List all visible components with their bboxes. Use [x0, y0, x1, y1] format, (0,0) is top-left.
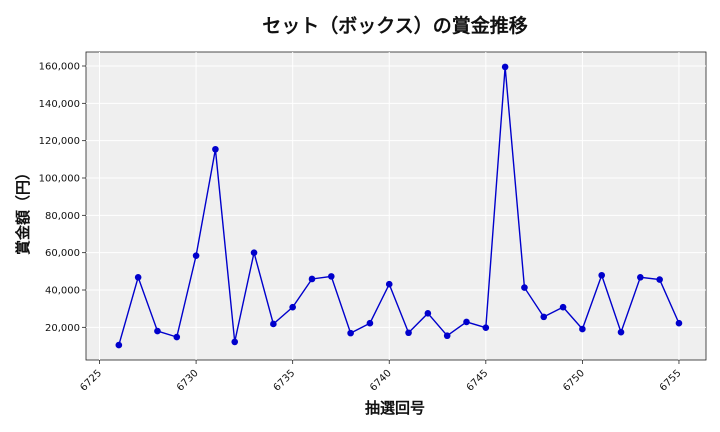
- grid: [86, 52, 706, 360]
- data-point: [405, 329, 412, 337]
- chart-title: セット（ボックス）の賞金推移: [262, 14, 527, 37]
- x-tick-label: 6735: [272, 368, 298, 394]
- x-tick-label: 6725: [78, 368, 104, 394]
- data-point: [675, 319, 683, 327]
- y-tick-label: 40,000: [45, 286, 80, 297]
- data-point: [521, 284, 528, 291]
- data-point: [327, 273, 335, 280]
- data-point: [559, 303, 567, 311]
- x-tick-label: 6745: [465, 368, 491, 394]
- data-point: [231, 338, 239, 346]
- data-point: [250, 249, 258, 256]
- x-axis-label: 抽選回号: [365, 399, 425, 417]
- data-point: [501, 63, 509, 71]
- data-point: [482, 324, 490, 332]
- data-point: [463, 318, 470, 326]
- data-point: [579, 325, 586, 333]
- data-point: [443, 332, 451, 340]
- data-point: [173, 333, 181, 341]
- y-tick-label: 20,000: [45, 323, 80, 334]
- y-axis: 20,000 40,000 60,000 80,000 100,000 120,000 14…: [39, 62, 86, 334]
- y-axis-label: 賞金額（円）: [14, 165, 32, 255]
- x-tick-label: 6740: [368, 368, 394, 394]
- data-point: [637, 274, 644, 281]
- data-point: [134, 274, 142, 281]
- y-tick-label: 60,000: [45, 248, 80, 259]
- data-point: [308, 275, 316, 283]
- data-point: [617, 328, 625, 336]
- x-tick-label: 6750: [561, 368, 587, 394]
- x-tick-label: 6730: [175, 368, 201, 394]
- x-tick-label: 6755: [658, 368, 684, 394]
- data-point: [347, 329, 354, 337]
- y-tick-label: 120,000: [39, 136, 80, 147]
- data-point: [540, 313, 548, 321]
- data-point: [289, 303, 296, 311]
- y-tick-label: 100,000: [39, 174, 80, 185]
- y-tick-label: 80,000: [45, 211, 80, 222]
- plot-area: [85, 51, 707, 361]
- data-point: [598, 271, 606, 279]
- data-point: [212, 145, 219, 153]
- series-line: [118, 66, 680, 346]
- series-points: [115, 63, 683, 349]
- data-point: [270, 320, 277, 328]
- y-tick-label: 160,000: [39, 62, 80, 73]
- x-axis: 6725 6730 6735 6740 6745 6750 6755: [78, 360, 684, 394]
- data-point: [192, 252, 200, 259]
- data-point: [115, 341, 123, 349]
- data-point: [366, 319, 374, 327]
- data-point: [424, 310, 432, 317]
- data-point: [154, 327, 161, 335]
- y-tick-label: 140,000: [39, 99, 80, 110]
- data-point: [656, 276, 663, 283]
- data-point: [385, 280, 393, 288]
